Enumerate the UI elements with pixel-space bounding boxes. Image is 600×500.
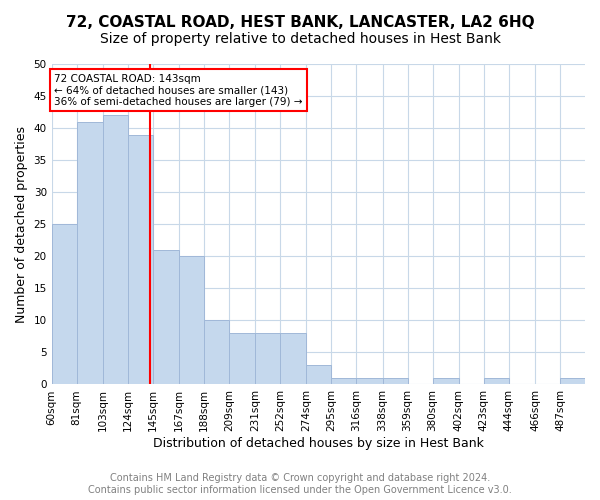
Text: Size of property relative to detached houses in Hest Bank: Size of property relative to detached ho…	[100, 32, 500, 46]
Text: Contains HM Land Registry data © Crown copyright and database right 2024.
Contai: Contains HM Land Registry data © Crown c…	[88, 474, 512, 495]
Bar	[153, 250, 179, 384]
Bar	[255, 333, 280, 384]
Bar	[179, 256, 204, 384]
Bar	[128, 134, 153, 384]
Bar	[229, 333, 255, 384]
Bar	[204, 320, 229, 384]
Bar	[560, 378, 585, 384]
Bar	[280, 333, 307, 384]
Bar	[433, 378, 459, 384]
Y-axis label: Number of detached properties: Number of detached properties	[15, 126, 28, 322]
Text: 72, COASTAL ROAD, HEST BANK, LANCASTER, LA2 6HQ: 72, COASTAL ROAD, HEST BANK, LANCASTER, …	[65, 15, 535, 30]
Bar	[383, 378, 407, 384]
X-axis label: Distribution of detached houses by size in Hest Bank: Distribution of detached houses by size …	[153, 437, 484, 450]
Bar	[484, 378, 509, 384]
Bar	[77, 122, 103, 384]
Text: 72 COASTAL ROAD: 143sqm
← 64% of detached houses are smaller (143)
36% of semi-d: 72 COASTAL ROAD: 143sqm ← 64% of detache…	[54, 74, 302, 107]
Bar	[103, 116, 128, 384]
Bar	[331, 378, 356, 384]
Bar	[52, 224, 77, 384]
Bar	[356, 378, 383, 384]
Bar	[307, 365, 331, 384]
